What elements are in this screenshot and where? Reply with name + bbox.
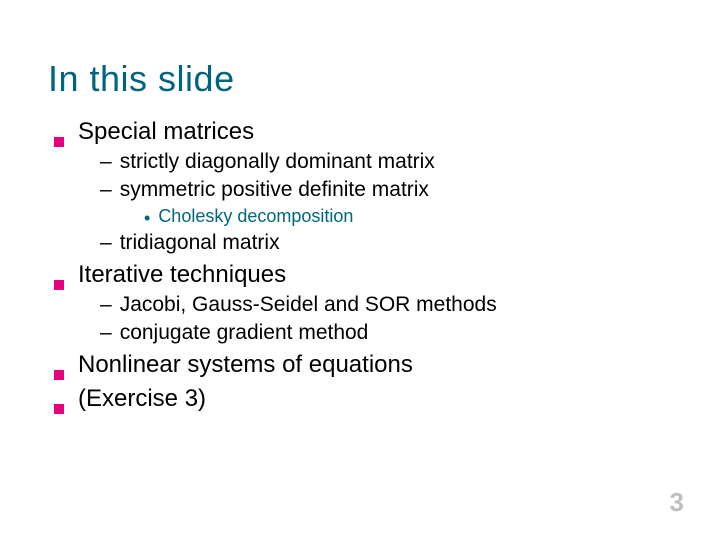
list-subitem: – conjugate gradient method <box>100 321 672 345</box>
list-item: Nonlinear systems of equations <box>54 351 672 379</box>
slide: In this slide Special matrices – strictl… <box>0 0 720 540</box>
list-subitem-text: Jacobi, Gauss-Seidel and SOR methods <box>120 293 497 317</box>
list-item-text: Iterative techniques <box>78 261 286 289</box>
list-item: (Exercise 3) <box>54 385 672 413</box>
list-subitem-text: symmetric positive definite matrix <box>120 178 429 202</box>
list-item-text: Special matrices <box>78 118 254 146</box>
list-subitem: – strictly diagonally dominant matrix <box>100 150 672 174</box>
list-subitem-text: strictly diagonally dominant matrix <box>120 150 435 174</box>
slide-title: In this slide <box>48 58 672 100</box>
square-bullet-icon <box>54 280 64 290</box>
square-bullet-icon <box>54 404 64 414</box>
list-subitem-text: conjugate gradient method <box>120 321 369 345</box>
list-subitem: – Jacobi, Gauss-Seidel and SOR methods <box>100 293 672 317</box>
dash-icon: – <box>100 231 112 255</box>
dash-icon: – <box>100 150 112 174</box>
list-subitem-text: tridiagonal matrix <box>120 231 280 255</box>
list-item-text: Nonlinear systems of equations <box>78 351 413 379</box>
list-subsubitem: • Cholesky decomposition <box>144 206 672 227</box>
list-item: Special matrices <box>54 118 672 146</box>
list-subitem: – symmetric positive definite matrix <box>100 178 672 202</box>
list-subitem: – tridiagonal matrix <box>100 231 672 255</box>
dash-icon: – <box>100 178 112 202</box>
bullet-dot-icon: • <box>144 209 150 227</box>
dash-icon: – <box>100 321 112 345</box>
dash-icon: – <box>100 293 112 317</box>
list-item-text: (Exercise 3) <box>78 385 206 413</box>
list-subsubitem-text: Cholesky decomposition <box>158 206 353 227</box>
square-bullet-icon <box>54 137 64 147</box>
list-item: Iterative techniques <box>54 261 672 289</box>
square-bullet-icon <box>54 370 64 380</box>
page-number: 3 <box>670 487 684 518</box>
